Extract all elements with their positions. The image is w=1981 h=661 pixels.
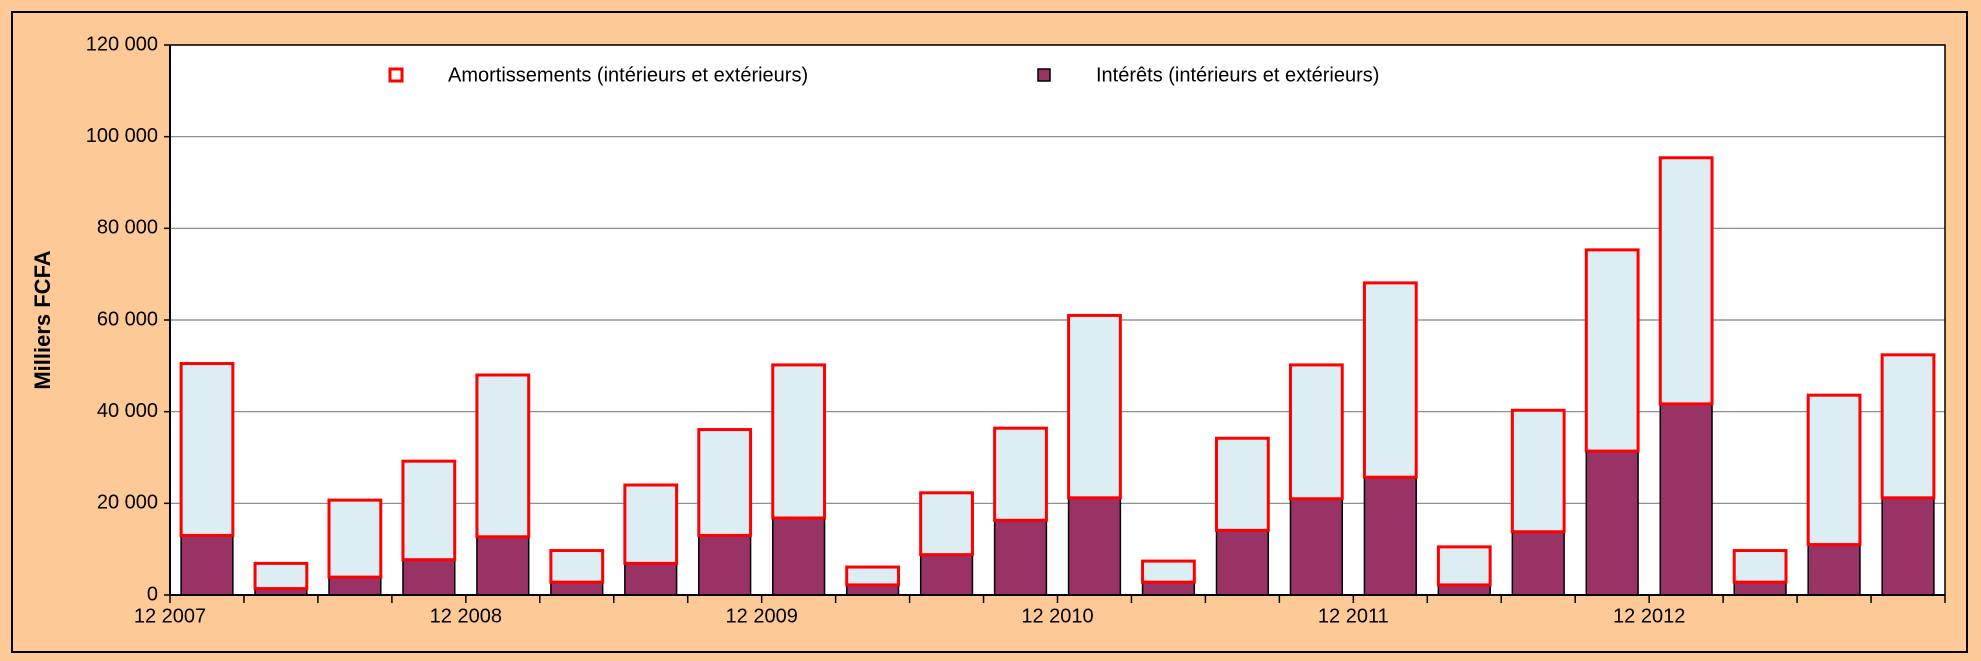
bar-segment [1806,393,1862,547]
bar-segment [475,373,531,539]
bar-segment [1807,543,1861,596]
bar-segment [180,534,234,596]
y-tick-label: 100 000 [86,125,158,147]
bar-segment [1141,581,1196,596]
bar-segment [1880,353,1936,500]
y-tick-label: 0 [147,583,158,605]
bar-segment [1362,281,1418,479]
bar-segment [624,562,678,596]
x-tick-label: 12 2007 [134,605,206,627]
legend-marker [388,67,404,83]
bar-segment [1436,545,1492,587]
legend-label: Amortissements (intérieurs et extérieurs… [448,64,808,86]
bar-segment [327,498,383,579]
frame [11,11,1968,653]
bar-segment [1289,498,1343,596]
bar-segment [476,536,530,596]
bar-segment [1732,549,1788,584]
bar-segment [1733,581,1787,596]
bar-segment [1363,476,1417,596]
bar-segment [402,558,456,596]
x-tick-label: 12 2009 [726,605,798,627]
bar-segment [1067,313,1122,500]
bar-segment [698,534,752,596]
bar-segment [697,428,753,537]
y-axis-label: Milliers FCFA [30,250,55,389]
x-tick-label: 12 2012 [1613,605,1685,627]
x-tick-label: 12 2011 [1318,605,1389,627]
y-tick-label: 60 000 [97,308,158,330]
bar-segment [623,483,679,565]
y-tick-label: 120 000 [86,33,158,55]
x-tick-label: 12 2008 [430,605,502,627]
bar-segment [1067,497,1122,596]
bar-segment [993,519,1048,596]
bar-segment [401,459,457,562]
bar-segment [253,561,309,591]
legend-marker [1037,68,1051,82]
bar-segment [1511,531,1565,596]
bar-segment [771,363,827,520]
bar-segment [919,491,974,557]
bar-segment [179,362,235,537]
legend-label: Intérêts (intérieurs et extérieurs) [1096,64,1379,86]
bar-segment [993,426,1048,522]
bar-segment [550,581,604,596]
bar-segment [1215,436,1270,532]
bar-segment [1585,450,1639,596]
bar-segment [1288,363,1344,501]
bar-segment [1141,559,1196,584]
x-tick-label: 12 2010 [1021,605,1093,627]
bar-segment [328,576,382,596]
bar-segment [549,549,605,584]
plot-border [169,44,1946,596]
y-tick-label: 20 000 [97,492,158,514]
bar-segment [1659,403,1713,596]
bar-segment [919,553,974,596]
bar-segment [1584,248,1640,453]
bar-segment [845,584,900,596]
bar-segment [845,565,900,587]
bar-segment [772,517,826,596]
bar-segment [1215,529,1270,596]
y-tick-label: 40 000 [97,400,158,422]
bar-segment [1881,497,1935,596]
y-tick-label: 80 000 [97,217,158,239]
bar-segment [1510,408,1566,534]
bar-segment [1658,156,1714,406]
bar-segment [1437,584,1491,596]
